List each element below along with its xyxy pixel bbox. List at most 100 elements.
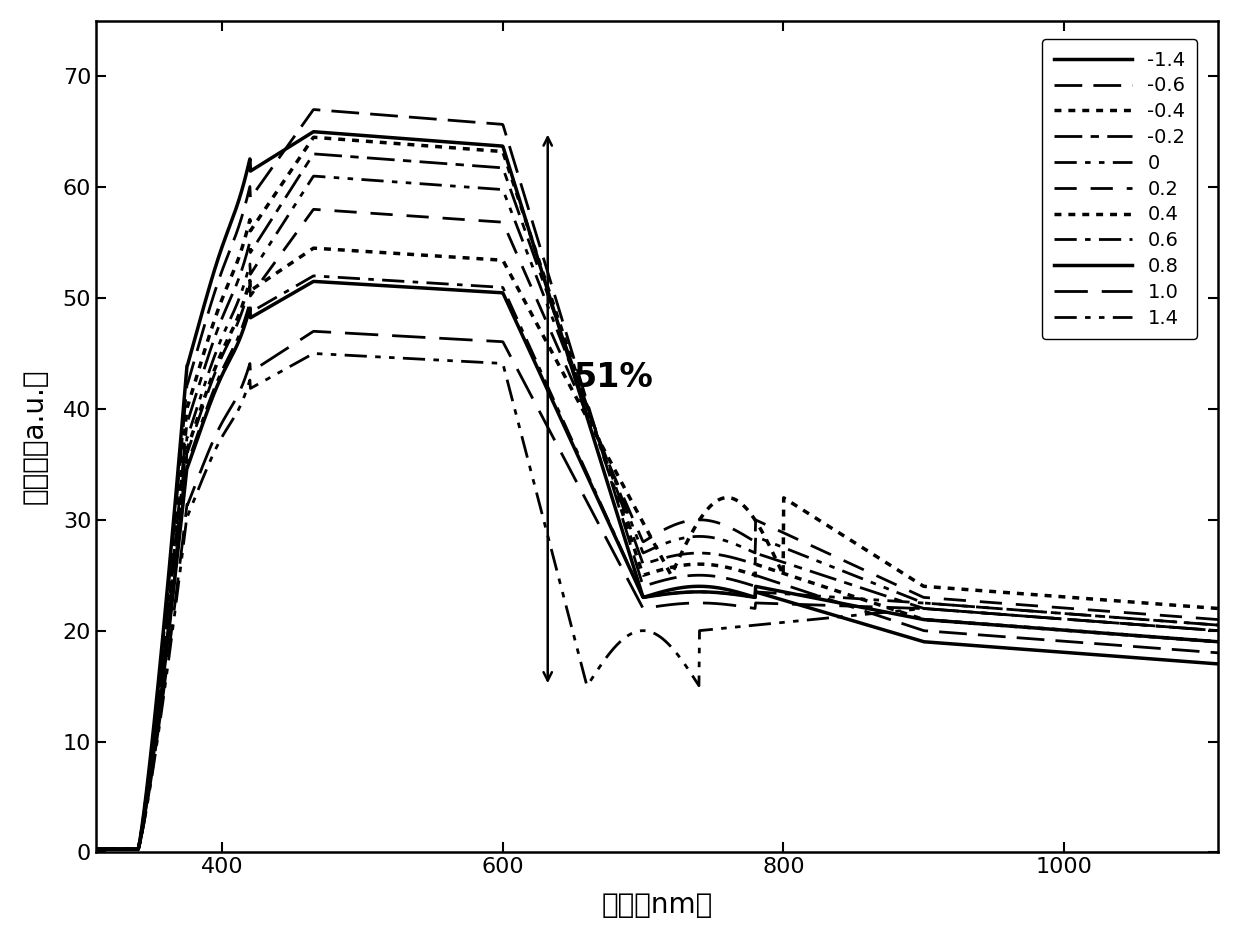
- 0.8: [306, 275, 321, 287]
- 0.4: [1211, 603, 1225, 614]
- -0.4: [973, 619, 987, 630]
- 0.8: [1211, 636, 1225, 648]
- 1.4: [146, 761, 161, 773]
- -0.4: [1178, 634, 1193, 645]
- Line: 0: 0: [97, 176, 1218, 849]
- 0.4: [306, 243, 321, 254]
- -1.4: [634, 589, 649, 601]
- 0: [1178, 617, 1193, 628]
- 0.2: [605, 466, 620, 478]
- 1.4: [1178, 622, 1193, 634]
- 0.2: [89, 843, 104, 854]
- 0.4: [89, 843, 104, 854]
- 1.4: [306, 348, 321, 359]
- 0.2: [146, 745, 161, 757]
- -0.2: [1178, 622, 1193, 634]
- Line: 0.8: 0.8: [97, 281, 1218, 849]
- 0.6: [1178, 617, 1193, 628]
- 0.6: [605, 525, 620, 536]
- 0.4: [634, 515, 649, 526]
- 0.8: [1178, 634, 1193, 645]
- -0.2: [306, 149, 321, 160]
- 0.8: [634, 590, 649, 602]
- 0: [1211, 619, 1225, 631]
- -0.6: [605, 480, 620, 492]
- 0: [146, 742, 161, 753]
- 1.4: [1211, 625, 1225, 636]
- 0.2: [306, 204, 321, 215]
- 0.4: [146, 744, 161, 756]
- X-axis label: 波长（nm）: 波长（nm）: [601, 891, 712, 919]
- 0.8: [973, 619, 987, 630]
- -0.2: [1211, 625, 1225, 636]
- 1.4: [973, 607, 987, 619]
- 0: [89, 843, 104, 854]
- 0.8: [605, 525, 620, 537]
- 1.4: [89, 843, 104, 854]
- 0: [1178, 617, 1193, 628]
- 0: [605, 468, 620, 479]
- -1.4: [306, 126, 321, 137]
- 0: [634, 545, 649, 556]
- 1.0: [605, 544, 620, 556]
- 0.8: [89, 843, 104, 854]
- -0.6: [634, 578, 649, 589]
- Line: 1.4: 1.4: [97, 353, 1218, 849]
- 1.4: [605, 644, 620, 655]
- 0.6: [973, 602, 987, 613]
- 0.2: [634, 534, 649, 545]
- 1.0: [634, 602, 649, 613]
- 0.2: [1178, 612, 1193, 623]
- Line: -0.6: -0.6: [97, 110, 1218, 849]
- -1.4: [89, 843, 104, 854]
- -0.6: [146, 729, 161, 741]
- -0.2: [973, 607, 987, 619]
- 1.0: [1211, 625, 1225, 636]
- Line: 0.4: 0.4: [97, 248, 1218, 849]
- 1.4: [634, 625, 649, 636]
- 0.4: [973, 585, 987, 596]
- -1.4: [1211, 658, 1225, 669]
- 0.8: [146, 749, 161, 760]
- 1.0: [1178, 622, 1193, 634]
- 1.0: [89, 843, 104, 854]
- 0.6: [1178, 617, 1193, 628]
- -0.6: [1178, 645, 1193, 656]
- 0.2: [973, 596, 987, 607]
- 1.0: [146, 759, 161, 770]
- 0: [973, 602, 987, 613]
- Line: -0.4: -0.4: [97, 137, 1218, 849]
- -0.2: [1178, 622, 1193, 634]
- Line: 1.0: 1.0: [97, 331, 1218, 849]
- 0.6: [89, 843, 104, 854]
- 0.6: [146, 748, 161, 760]
- Line: 0.2: 0.2: [97, 210, 1218, 849]
- -0.6: [1178, 645, 1193, 656]
- -0.4: [605, 478, 620, 489]
- 0: [306, 170, 321, 181]
- -0.6: [973, 629, 987, 640]
- 0.4: [1178, 601, 1193, 612]
- -0.6: [89, 843, 104, 854]
- 1.0: [1178, 622, 1193, 634]
- -0.2: [146, 739, 161, 750]
- -1.4: [1178, 656, 1193, 667]
- Line: -0.2: -0.2: [97, 154, 1218, 849]
- Y-axis label: 吸光度（a.u.）: 吸光度（a.u.）: [21, 368, 48, 505]
- 0.6: [634, 590, 649, 602]
- 0.4: [1178, 601, 1193, 612]
- -0.4: [89, 843, 104, 854]
- 0.4: [605, 460, 620, 471]
- -0.2: [605, 472, 620, 483]
- Text: 51%: 51%: [572, 361, 653, 394]
- -0.4: [146, 735, 161, 746]
- Line: 0.6: 0.6: [97, 275, 1218, 849]
- 1.0: [306, 325, 321, 337]
- 1.4: [1178, 622, 1193, 634]
- Line: -1.4: -1.4: [97, 132, 1218, 849]
- 1.0: [973, 607, 987, 619]
- 0.8: [1178, 634, 1193, 645]
- -1.4: [1178, 656, 1193, 667]
- -0.6: [306, 104, 321, 116]
- -1.4: [605, 494, 620, 505]
